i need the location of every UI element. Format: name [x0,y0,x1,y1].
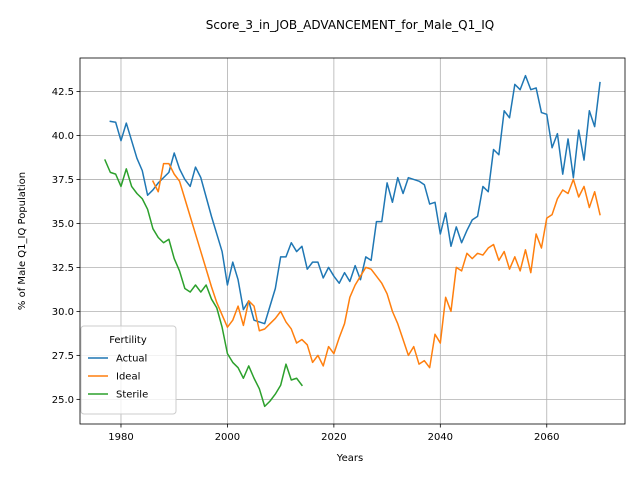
chart-title: Score_3_in_JOB_ADVANCEMENT_for_Male_Q1_I… [206,18,494,32]
x-axis-ticks: 1980 2000 2020 2040 2060 [108,424,559,443]
y-tick-label: 32.5 [52,263,74,274]
y-tick-label: 27.5 [52,351,74,362]
y-tick-label: 40.0 [52,131,74,142]
y-tick-label: 35.0 [52,219,74,230]
x-tick-label: 2000 [215,432,240,443]
series-lines [104,74,601,408]
x-tick-label: 2040 [428,432,453,443]
plot-frame [79,57,626,425]
y-axis-label: % of Male Q1_IQ Population [17,172,28,310]
legend-label-ideal: Ideal [116,372,140,383]
legend-title: Fertility [109,335,147,346]
legend-label-actual: Actual [116,354,147,365]
legend-label-sterile: Sterile [116,390,148,401]
legend-box [80,325,177,415]
x-axis-label: Years [336,453,363,464]
x-tick-label: 2020 [321,432,346,443]
y-tick-label: 37.5 [52,175,74,186]
y-tick-label: 42.5 [52,87,74,98]
series-line-sterile [104,159,303,408]
y-axis-ticks: 25.0 27.5 30.0 32.5 35.0 37.5 40.0 42.5 [52,87,80,406]
x-tick-label: 1980 [108,432,133,443]
series-line-ideal [151,162,601,369]
x-tick-label: 2060 [534,432,559,443]
legend: Fertility Actual Ideal Sterile [80,325,177,415]
series-line-actual [109,74,601,325]
y-tick-label: 30.0 [52,307,74,318]
y-tick-label: 25.0 [52,395,74,406]
